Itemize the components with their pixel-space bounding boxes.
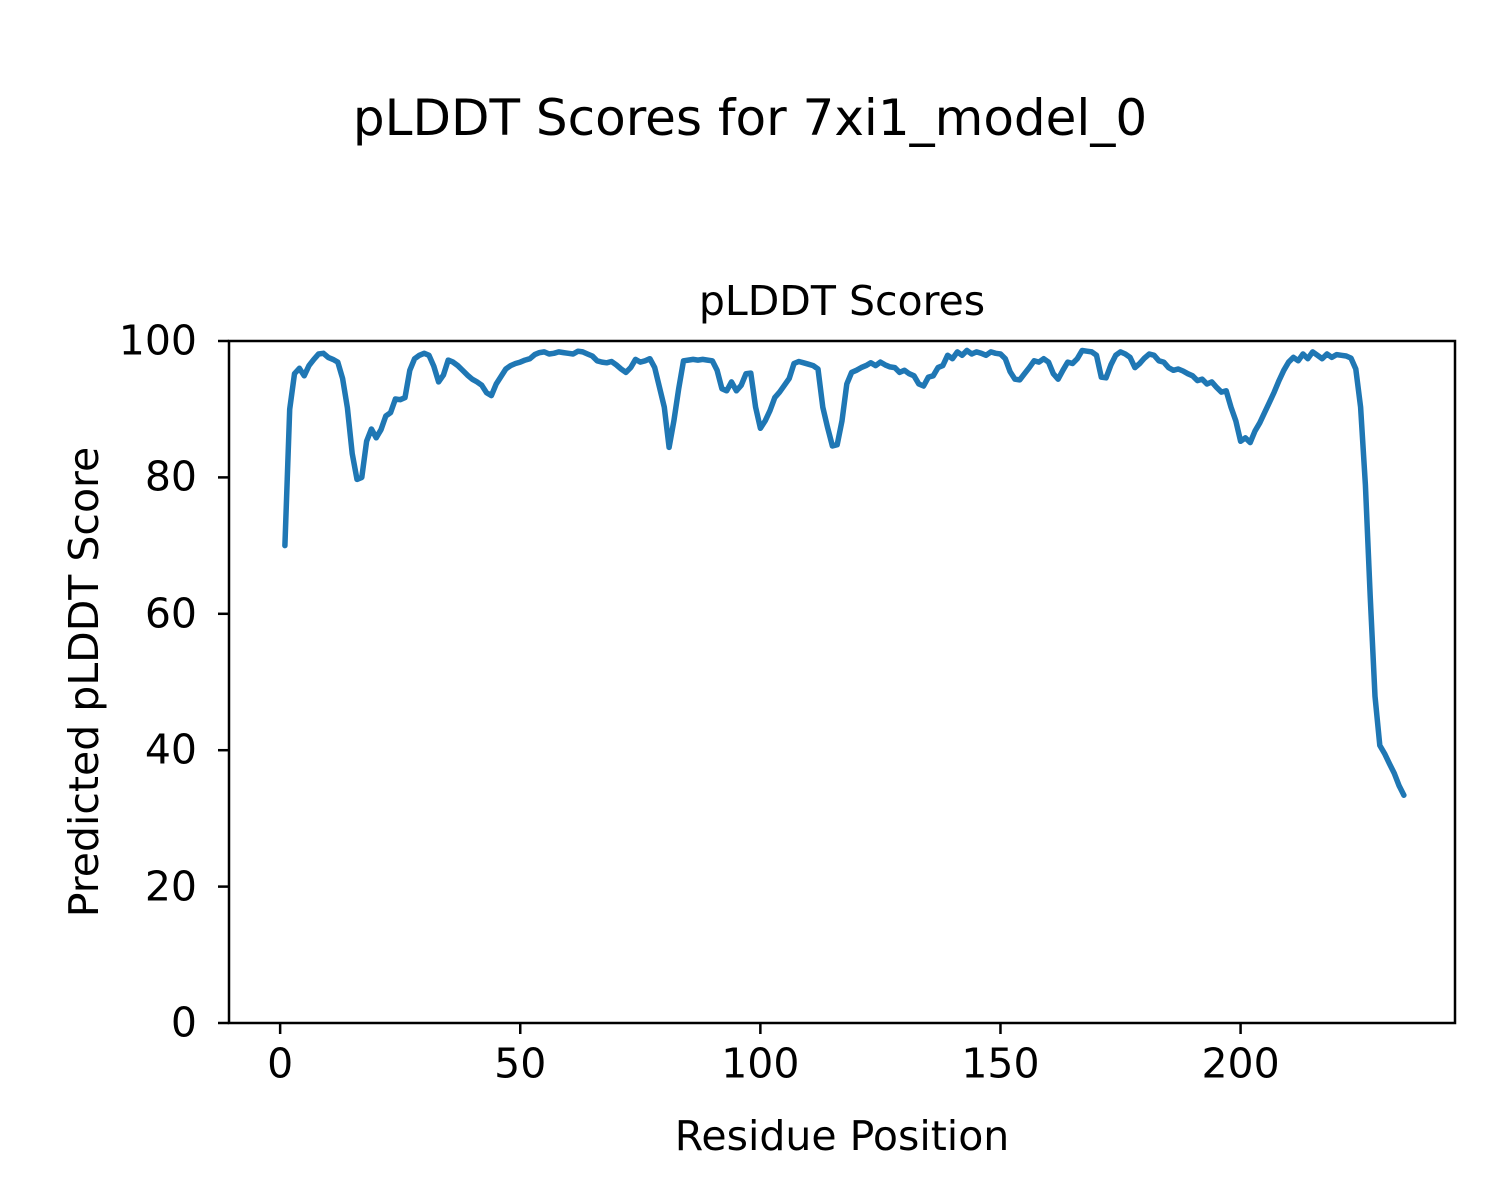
x-axis-label: Residue Position: [674, 1112, 1010, 1160]
y-tick-label: 60: [144, 589, 197, 638]
plot-border: [227, 339, 1457, 1025]
x-tick-label: 200: [1201, 1039, 1280, 1088]
x-tick-label: 50: [494, 1039, 547, 1088]
y-tick-label: 80: [144, 452, 197, 501]
y-tick-label: 20: [144, 862, 197, 911]
x-tick-label: 150: [961, 1039, 1040, 1088]
y-tick-label: 40: [144, 725, 197, 774]
figure-title: pLDDT Scores for 7xi1_model_0: [352, 89, 1148, 147]
x-tick-label: 0: [267, 1039, 294, 1088]
x-tick-label: 100: [721, 1039, 800, 1088]
y-tick-label: 100: [118, 316, 197, 365]
plddt-line: [282, 347, 1407, 798]
y-tick-label: 0: [170, 998, 197, 1047]
axes-title: pLDDT Scores: [698, 277, 986, 325]
